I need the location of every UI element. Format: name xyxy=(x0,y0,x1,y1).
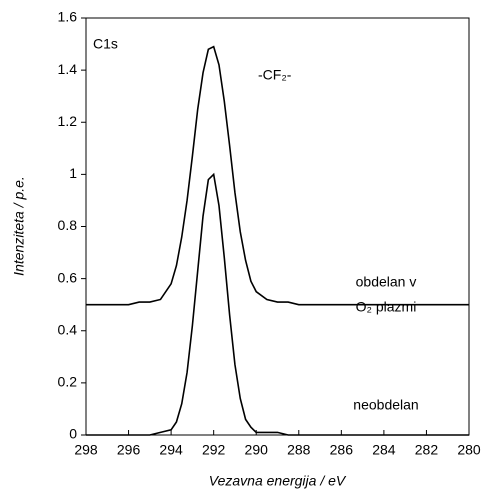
annotation: C1s xyxy=(93,36,118,52)
y-tick-label: 1 xyxy=(69,165,77,181)
y-tick-label: 1.6 xyxy=(58,9,78,25)
y-tick-label: 1.4 xyxy=(58,61,78,77)
y-tick-label: 0.8 xyxy=(58,217,78,233)
series-line xyxy=(86,45,469,306)
x-tick-label: 296 xyxy=(117,442,141,458)
x-tick-label: 292 xyxy=(202,442,226,458)
x-tick-label: 284 xyxy=(372,442,396,458)
x-tick-label: 280 xyxy=(457,442,481,458)
annotation: neobdelan xyxy=(353,397,418,413)
series-line xyxy=(86,172,469,436)
x-tick-label: 282 xyxy=(415,442,439,458)
x-axis-label: Vezavna energija / eV xyxy=(209,473,347,489)
annotation: -CF₂- xyxy=(258,67,292,83)
annotation: O₂ plazmi xyxy=(356,299,417,315)
y-tick-label: 0.4 xyxy=(58,321,78,337)
y-tick-label: 0.2 xyxy=(58,374,78,390)
x-tick-label: 290 xyxy=(245,442,269,458)
annotation: obdelan v xyxy=(356,274,417,290)
x-tick-label: 298 xyxy=(74,442,98,458)
x-tick-label: 286 xyxy=(330,442,354,458)
y-tick-label: 0 xyxy=(69,426,77,442)
y-tick-label: 1.2 xyxy=(58,113,78,129)
y-axis-label: Intenziteta / p.e. xyxy=(11,176,27,276)
x-tick-label: 294 xyxy=(159,442,183,458)
x-tick-label: 288 xyxy=(287,442,311,458)
y-tick-label: 0.6 xyxy=(58,269,78,285)
